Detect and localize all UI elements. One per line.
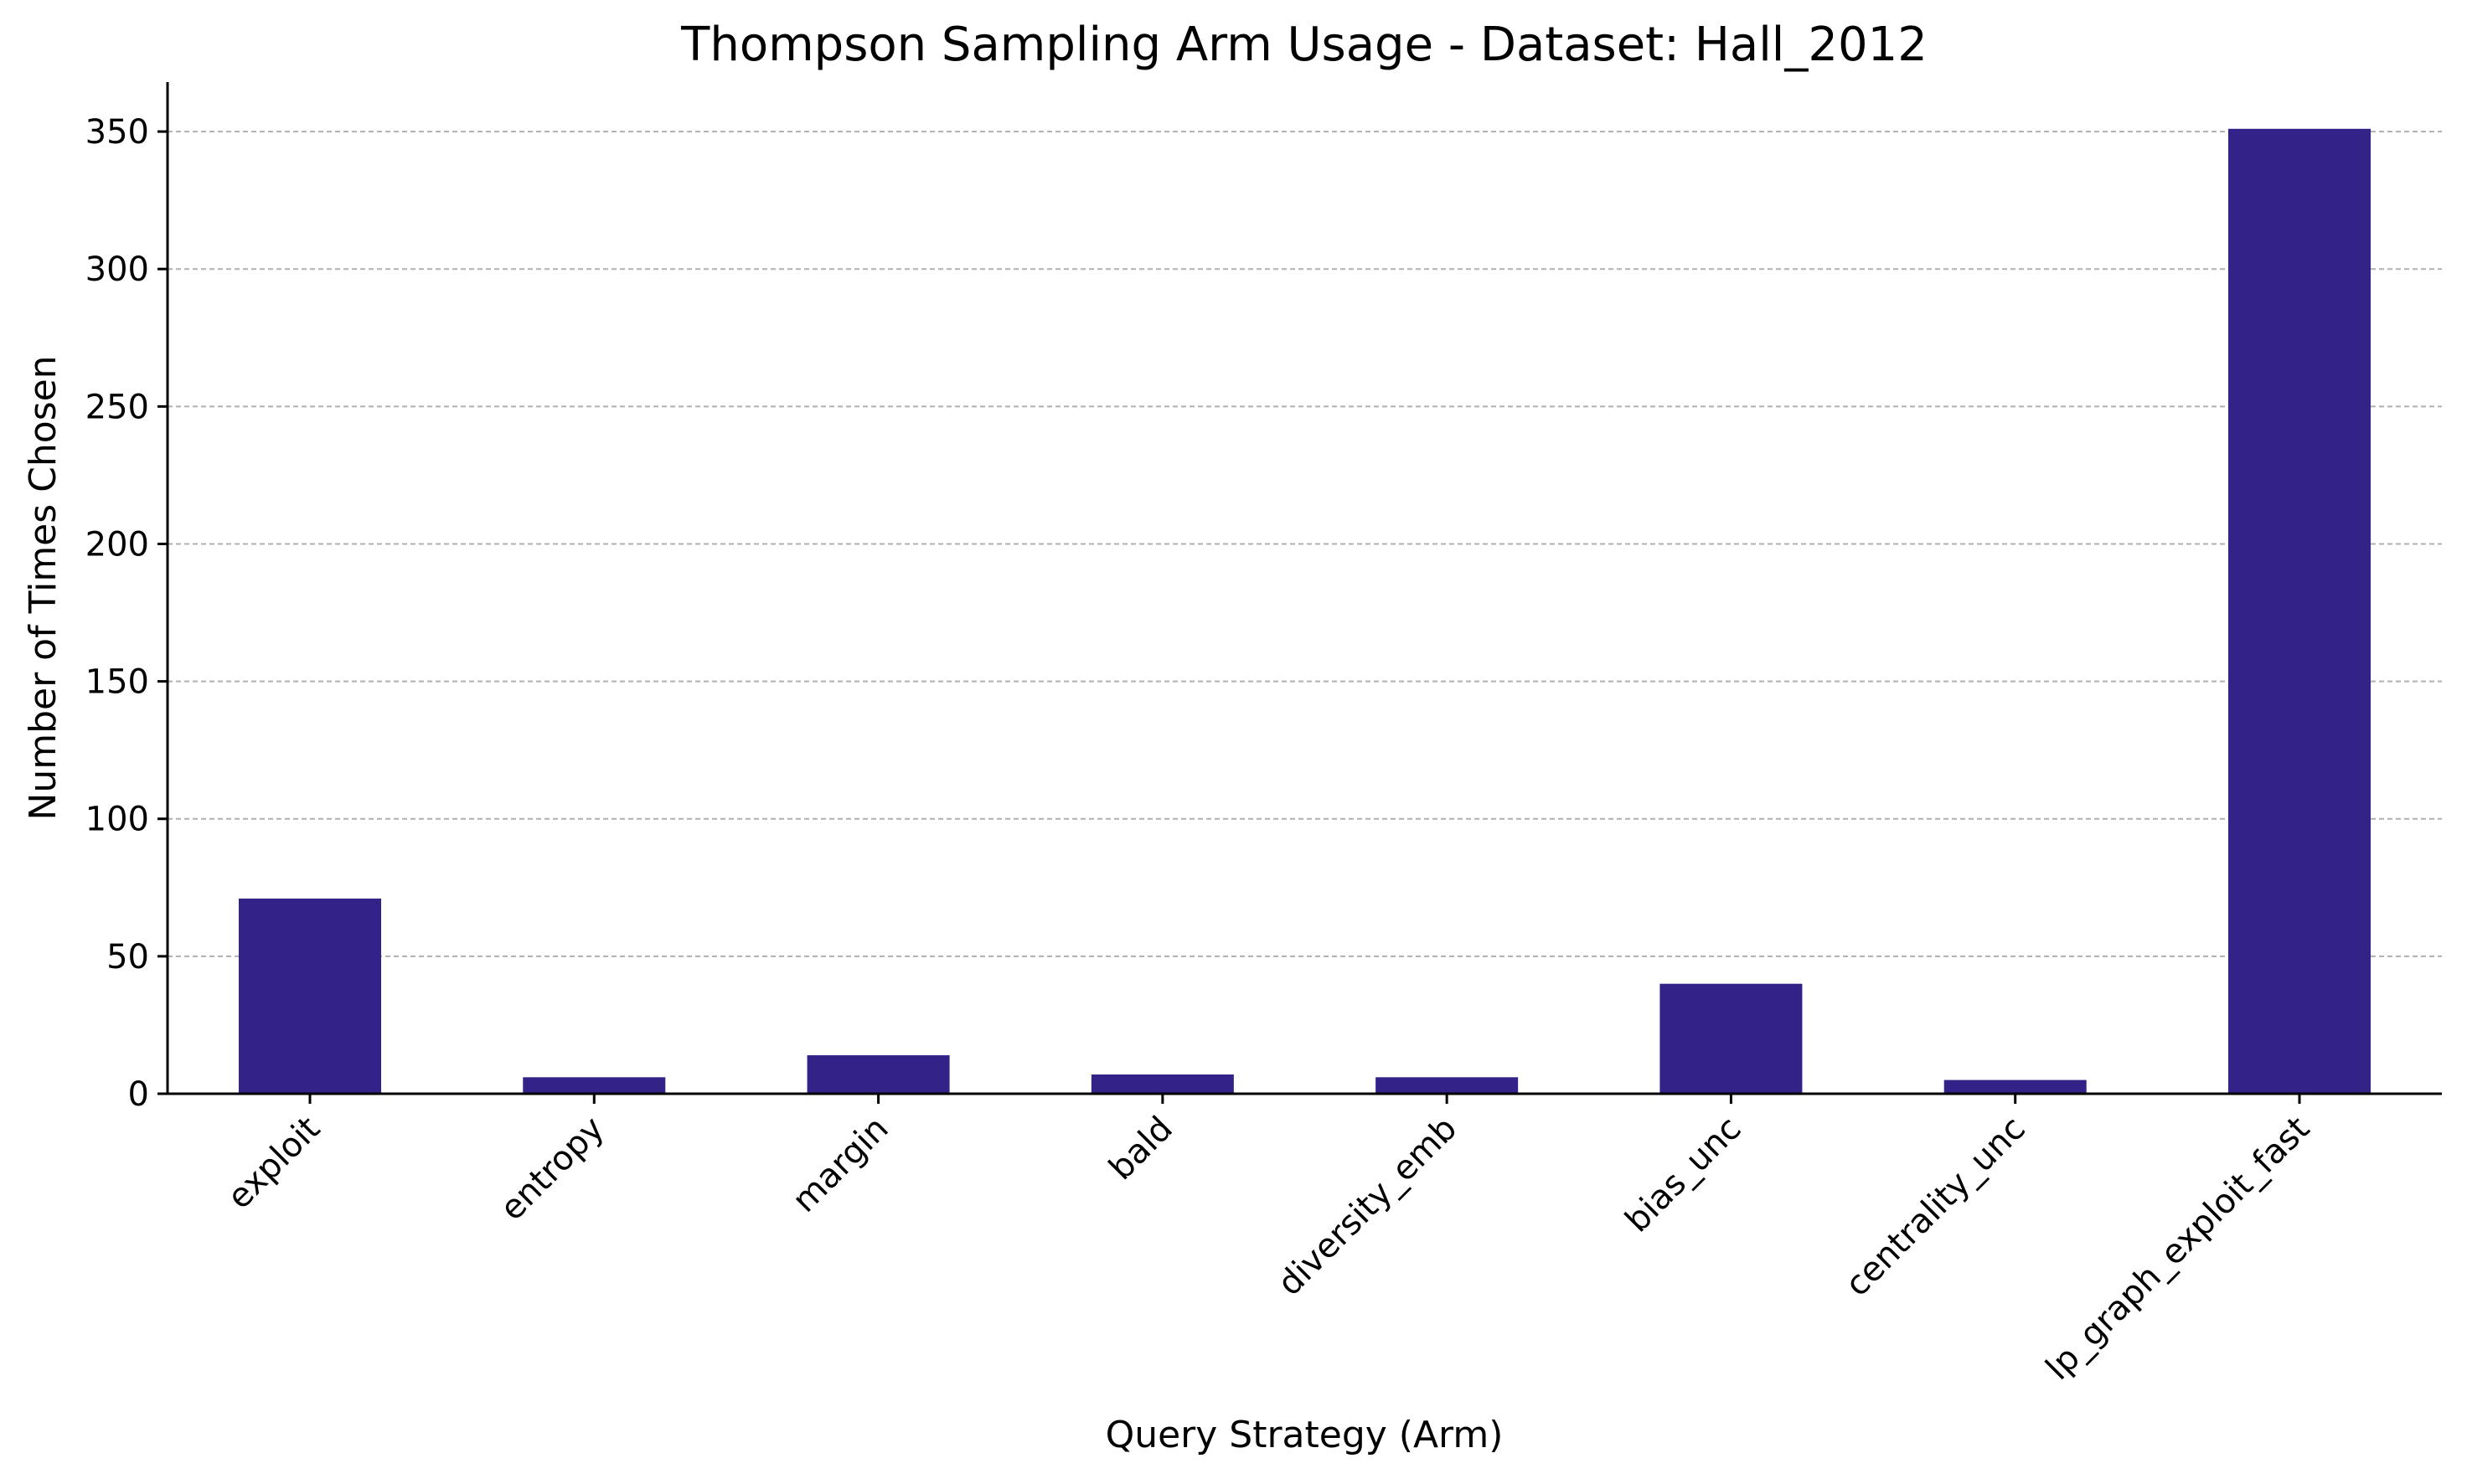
bar-exploit <box>239 898 381 1094</box>
bar-layer <box>239 128 2371 1095</box>
y-tick-label: 250 <box>85 388 149 426</box>
bar-bias-unc <box>1659 983 1803 1094</box>
y-tick-label: 200 <box>85 525 149 564</box>
x-tick-label: bald <box>1102 1110 1180 1188</box>
chart-title: Thompson Sampling Arm Usage - Dataset: H… <box>680 18 1928 72</box>
x-tick-label: margin <box>785 1110 895 1220</box>
x-axis-label: Query Strategy (Arm) <box>1106 1414 1504 1456</box>
bar-lp-graph-exploit-fast <box>2228 128 2371 1095</box>
y-axis-label: Number of Times Chosen <box>22 355 65 820</box>
y-tick-label: 50 <box>106 938 149 976</box>
x-tick-label: exploit <box>220 1110 328 1217</box>
x-tick-label: bias_unc <box>1618 1110 1749 1240</box>
grid-layer <box>168 131 2442 957</box>
bar-diversity-emb <box>1375 1077 1519 1094</box>
x-tick-label: diversity_emb <box>1271 1110 1465 1304</box>
x-tick-label: lp_graph_exploit_fast <box>2039 1110 2317 1388</box>
axis-layer <box>166 82 2442 1095</box>
bar-margin <box>807 1055 950 1094</box>
bar-bald <box>1091 1074 1234 1094</box>
x-tick-layer: exploit entropy margin bald diversity_emb bia… <box>220 1094 2317 1388</box>
y-tick-label: 100 <box>85 801 149 839</box>
y-tick-label: 0 <box>128 1075 149 1114</box>
bar-entropy <box>523 1077 666 1094</box>
bar-centrality-unc <box>1943 1080 2087 1094</box>
y-tick-label: 150 <box>85 663 149 702</box>
x-tick-label: centrality_unc <box>1838 1110 2033 1305</box>
y-tick-label: 350 <box>85 113 149 152</box>
y-tick-label: 300 <box>85 250 149 289</box>
y-tick-layer: 0 50 100 150 200 250 300 350 <box>85 113 168 1114</box>
x-tick-label: entropy <box>493 1110 612 1229</box>
